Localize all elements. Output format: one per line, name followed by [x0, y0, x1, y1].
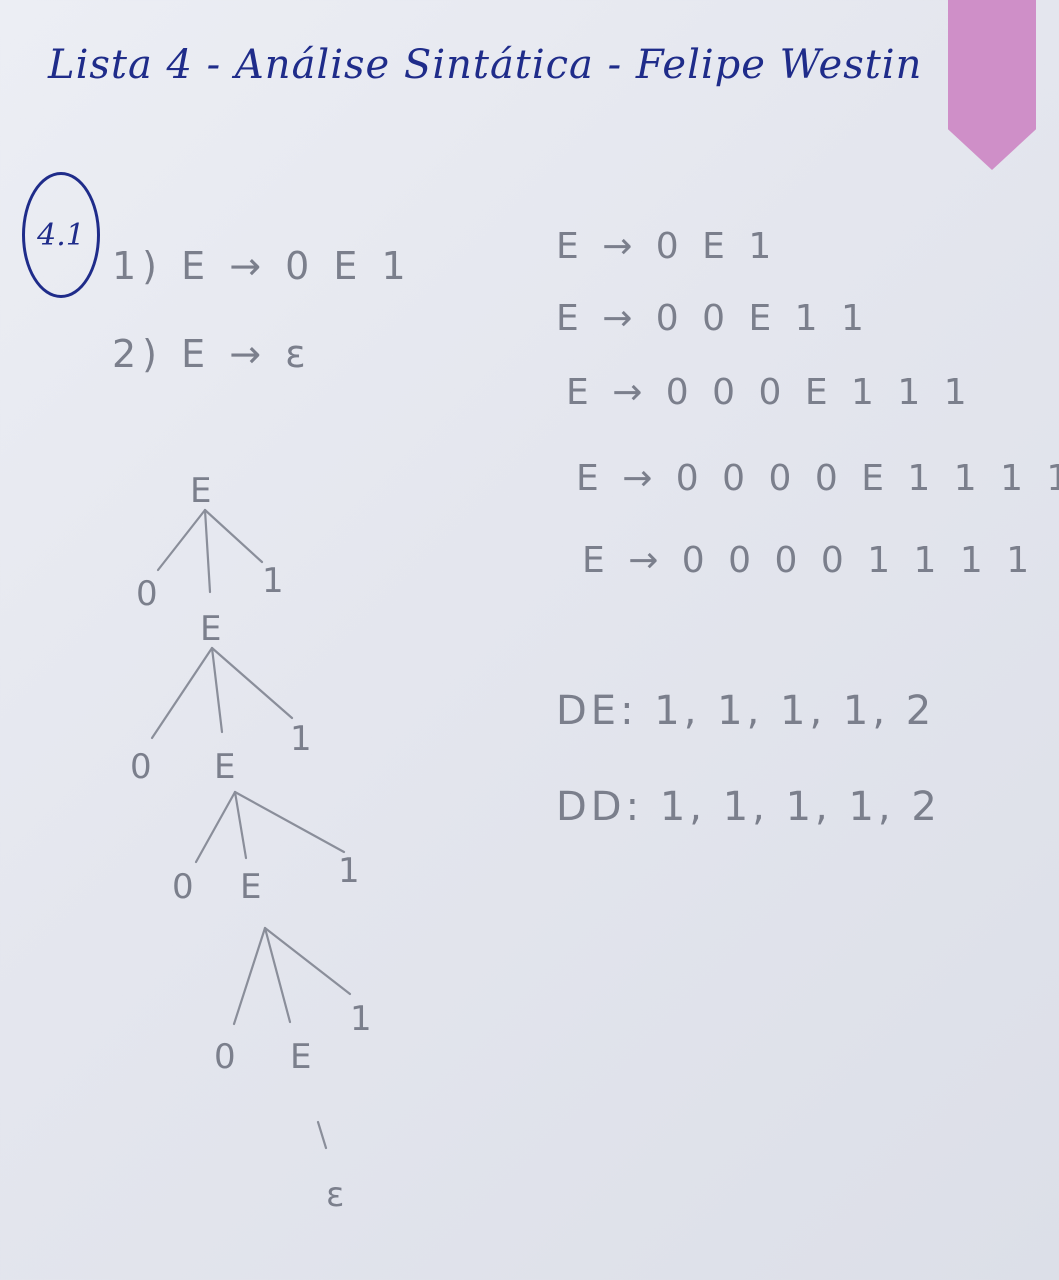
- derivation-step: E → 0 0 0 0 E 1 1 1 1: [576, 458, 1059, 499]
- tree-leaf-epsilon: ε: [326, 1175, 344, 1215]
- tree-edge: [203, 508, 264, 564]
- derivation-step: E → 0 E 1: [556, 226, 778, 267]
- tree-node-E: E: [200, 609, 221, 649]
- leftmost-derivation-order: DE: 1, 1, 1, 1, 2: [556, 688, 936, 734]
- tree-root: E: [190, 471, 211, 511]
- grammar-rule-text: E → ε: [181, 332, 312, 376]
- grammar-rule-number: 1): [112, 244, 164, 288]
- grammar-rule-text: E → 0 E 1: [181, 244, 412, 288]
- tree-edge: [263, 926, 352, 996]
- tree-leaf-1: 1: [262, 561, 284, 601]
- tree-node-E: E: [214, 747, 235, 787]
- grammar-rule-1: 1) E → 0 E 1: [112, 244, 412, 288]
- grammar-rule-2: 2) E → ε: [112, 332, 312, 376]
- tree-edge: [233, 790, 346, 854]
- tree-leaf-0: 0: [130, 747, 152, 787]
- grammar-rule-number: 2): [112, 332, 164, 376]
- tree-leaf-0: 0: [136, 574, 158, 614]
- tree-edge: [316, 1120, 328, 1150]
- order-sequence: 1, 1, 1, 1, 2: [659, 784, 941, 830]
- tree-edge: [194, 790, 237, 864]
- derivation-step: E → 0 0 E 1 1: [556, 298, 870, 339]
- tree-edge: [210, 646, 224, 734]
- tree-leaf-1: 1: [290, 719, 312, 759]
- page-title: Lista 4 - Análise Sintática - Felipe Wes…: [48, 42, 923, 88]
- order-sequence: 1, 1, 1, 1, 2: [654, 688, 936, 734]
- order-label: DD: [556, 784, 626, 830]
- bookmark-tab: [948, 0, 1036, 170]
- tree-edge: [232, 926, 267, 1026]
- tree-leaf-1: 1: [338, 851, 360, 891]
- tree-leaf-0: 0: [172, 867, 194, 907]
- tree-edge: [203, 508, 212, 594]
- tree-leaf-0: 0: [214, 1037, 236, 1077]
- derivation-step: E → 0 0 0 0 1 1 1 1: [582, 540, 1036, 581]
- rightmost-derivation-order: DD: 1, 1, 1, 1, 2: [556, 784, 941, 830]
- tree-edge: [150, 646, 214, 740]
- tree-edge: [210, 646, 294, 720]
- question-number-label: 4.1: [37, 217, 85, 253]
- tree-edge: [263, 926, 292, 1024]
- tree-edge: [156, 508, 207, 572]
- tree-leaf-1: 1: [350, 999, 372, 1039]
- tree-edge: [233, 790, 248, 860]
- tree-node-E: E: [290, 1037, 311, 1077]
- derivation-step: E → 0 0 0 E 1 1 1: [566, 372, 973, 413]
- question-number: 4.1: [22, 172, 100, 298]
- tree-node-E: E: [240, 867, 261, 907]
- order-label: DE: [556, 688, 621, 734]
